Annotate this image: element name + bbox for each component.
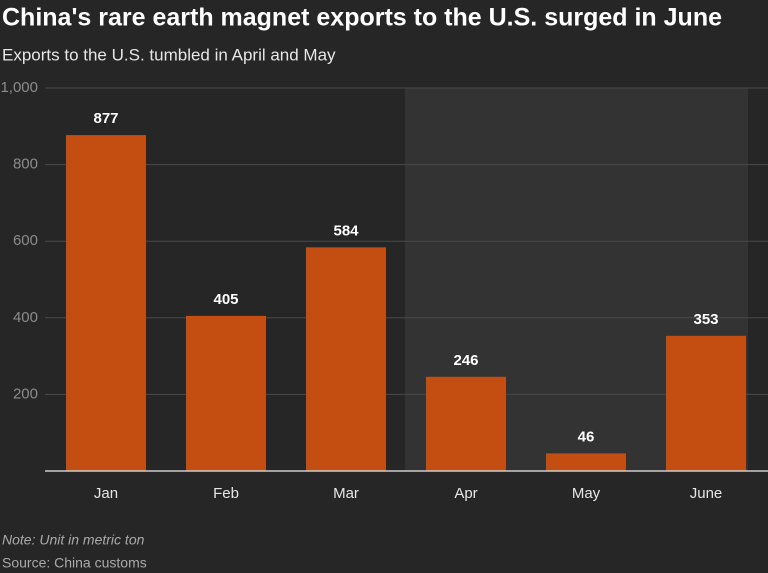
bar bbox=[426, 376, 506, 471]
y-tick-label: 800 bbox=[13, 156, 38, 173]
value-label: 353 bbox=[693, 311, 718, 328]
y-tick-label: 600 bbox=[13, 232, 38, 249]
bar bbox=[546, 453, 626, 471]
value-label: 877 bbox=[93, 110, 118, 127]
y-tick-label: 400 bbox=[13, 309, 38, 326]
y-tick-label: 1,000 bbox=[0, 79, 38, 96]
x-tick-label: June bbox=[690, 485, 723, 502]
x-tick-label: Mar bbox=[333, 485, 359, 502]
x-tick-label: Apr bbox=[454, 485, 477, 502]
x-tick-label: Feb bbox=[213, 485, 239, 502]
value-label: 584 bbox=[333, 222, 359, 239]
bar bbox=[666, 335, 746, 471]
chart-subtitle: Exports to the U.S. tumbled in April and… bbox=[2, 45, 336, 64]
bar bbox=[306, 247, 386, 471]
y-tick-label: 200 bbox=[13, 385, 38, 402]
bar bbox=[66, 135, 146, 471]
value-label: 46 bbox=[578, 428, 595, 445]
chart-title: China's rare earth magnet exports to the… bbox=[2, 4, 722, 32]
bar bbox=[186, 315, 266, 471]
value-label: 246 bbox=[453, 352, 478, 369]
value-label: 405 bbox=[213, 291, 238, 308]
x-tick-label: May bbox=[572, 485, 601, 502]
note: Note: Unit in metric ton bbox=[2, 532, 145, 548]
x-tick-label: Jan bbox=[94, 485, 118, 502]
source: Source: China customs bbox=[2, 555, 147, 571]
